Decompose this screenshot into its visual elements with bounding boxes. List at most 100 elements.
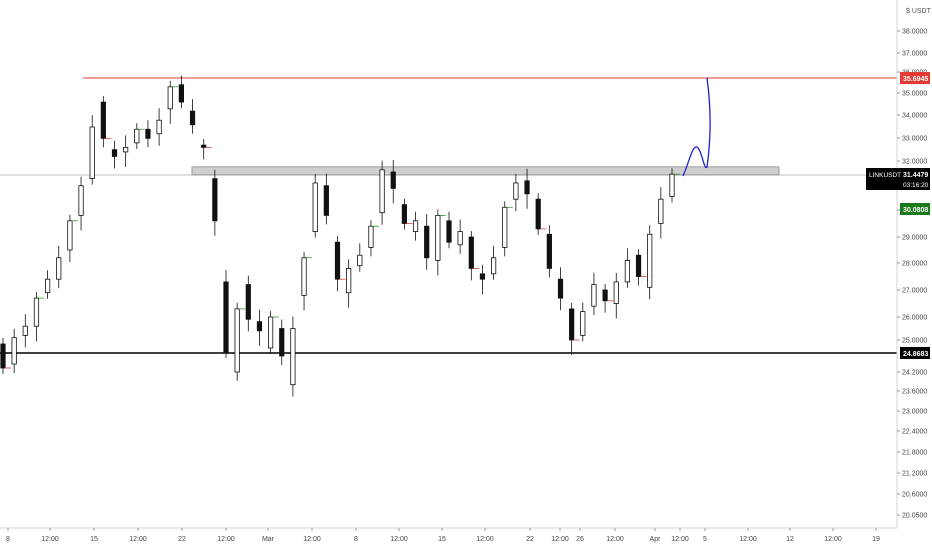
x-tick-label: 12:00 bbox=[217, 536, 235, 543]
candle-body bbox=[513, 182, 519, 200]
y-tick-label: 23.0000 bbox=[902, 409, 927, 416]
candle-body bbox=[390, 171, 396, 189]
x-tick-label: 15 bbox=[90, 536, 98, 543]
x-tick-label: 15 bbox=[438, 536, 446, 543]
candle-body bbox=[479, 273, 486, 280]
current-symbol-label: LINKUSDT bbox=[869, 172, 901, 179]
x-tick-label: 12:00 bbox=[476, 536, 494, 543]
current-price-label: 31.4479 bbox=[903, 172, 928, 179]
currency-label: $ USDT bbox=[906, 8, 932, 15]
candle-body bbox=[613, 281, 619, 304]
candle-body bbox=[212, 178, 218, 222]
y-tick-label: 38.0000 bbox=[902, 29, 927, 36]
y-tick-label: 37.0000 bbox=[902, 51, 927, 58]
candle-body bbox=[457, 231, 463, 246]
time-axis[interactable]: 8 12:00 15 12:00 22 12:00 Mar 12:00 8 12:00 15 12:0… bbox=[0, 527, 897, 543]
range-zone bbox=[191, 166, 780, 176]
candle-body bbox=[56, 257, 62, 280]
candle-body bbox=[401, 204, 408, 224]
candle-body bbox=[167, 86, 173, 110]
candle-body bbox=[267, 316, 274, 349]
candle-body bbox=[368, 225, 374, 248]
y-tick-label: 32.0000 bbox=[902, 159, 927, 166]
x-tick-label: 12:00 bbox=[129, 536, 147, 543]
y-tick-label: 21.8000 bbox=[902, 450, 927, 457]
candle-body bbox=[145, 128, 151, 139]
y-tick-label: 29.0000 bbox=[902, 235, 927, 242]
candle-body bbox=[178, 84, 184, 103]
y-tick-label: 20.6000 bbox=[902, 492, 927, 499]
y-tick-label: 33.0000 bbox=[902, 136, 927, 143]
countdown-label: 03:16:20 bbox=[903, 182, 929, 189]
candle-body bbox=[11, 337, 17, 365]
candle-body bbox=[424, 225, 430, 259]
candle-body bbox=[468, 236, 474, 269]
y-tick-label: 21.2000 bbox=[902, 471, 927, 478]
x-tick-label: 26 bbox=[576, 536, 584, 543]
candle-body bbox=[346, 267, 352, 294]
support-price-label: 24.8683 bbox=[903, 351, 928, 358]
projection-path bbox=[682, 77, 711, 177]
candle-body bbox=[535, 198, 541, 230]
candle-body bbox=[134, 128, 140, 144]
y-tick-label: 28.0000 bbox=[902, 261, 927, 268]
y-tick-label: 34.0000 bbox=[902, 113, 927, 120]
x-tick-label: 5 bbox=[703, 536, 707, 543]
candle-body bbox=[379, 169, 385, 214]
candle-body bbox=[67, 220, 73, 251]
candle-body bbox=[502, 206, 508, 248]
current-price-label-bg bbox=[866, 168, 930, 190]
candle-body bbox=[256, 321, 263, 332]
candles-layer bbox=[0, 75, 680, 397]
candle-body bbox=[334, 241, 341, 280]
y-tick-label: 25.0000 bbox=[902, 338, 927, 345]
y-tick-label: 24.2000 bbox=[902, 370, 927, 377]
x-tick-label: 12:00 bbox=[671, 536, 689, 543]
candle-body bbox=[669, 173, 675, 197]
x-tick-label: 8 bbox=[354, 536, 358, 543]
x-tick-label: 22 bbox=[178, 536, 186, 543]
candle-body bbox=[22, 325, 28, 336]
candle-body bbox=[323, 185, 329, 216]
range-zone-layer bbox=[191, 166, 780, 176]
x-tick-label: 12:00 bbox=[41, 536, 59, 543]
candle-body bbox=[312, 182, 318, 232]
y-tick-label: 20.0500 bbox=[902, 513, 927, 520]
price-labels-layer: 35.6945 30.0808 24.8683 LINKUSDT 31.4479 03:1… bbox=[866, 72, 930, 359]
resistance-price-label-bg bbox=[900, 72, 930, 84]
candle-body bbox=[591, 284, 597, 307]
candle-body bbox=[490, 257, 497, 275]
support-price-label-bg bbox=[900, 347, 930, 359]
candle-body bbox=[580, 311, 586, 336]
resistance-price-label: 35.6945 bbox=[903, 76, 928, 83]
x-tick-label: 12 bbox=[786, 536, 794, 543]
candle-body bbox=[357, 254, 363, 267]
y-tick-label: 23.6000 bbox=[902, 389, 927, 396]
x-tick-label: 12:00 bbox=[551, 536, 569, 543]
candle-body bbox=[234, 308, 240, 373]
candle-body bbox=[245, 284, 251, 320]
x-tick-label: 12:00 bbox=[739, 536, 757, 543]
candle-body bbox=[45, 278, 51, 294]
y-tick-label: 22.4000 bbox=[902, 429, 927, 436]
candle-body bbox=[223, 281, 229, 353]
level-lines-layer bbox=[0, 77, 897, 354]
candle-body bbox=[624, 259, 631, 283]
candle-body bbox=[412, 220, 419, 233]
candle-body bbox=[435, 214, 441, 261]
candle-body bbox=[301, 257, 307, 296]
x-tick-label: 8 bbox=[6, 536, 10, 543]
candle-body bbox=[446, 220, 452, 243]
candle-body bbox=[647, 233, 653, 288]
marker-price-label-bg bbox=[900, 203, 930, 215]
candle-body bbox=[602, 289, 608, 302]
candle-body bbox=[0, 343, 6, 369]
candle-body bbox=[279, 328, 285, 357]
y-tick-label: 26.0000 bbox=[902, 315, 927, 322]
candle-body bbox=[123, 146, 129, 153]
candle-body bbox=[111, 149, 118, 157]
x-tick-label: 22 bbox=[526, 536, 534, 543]
x-tick-label: 12:00 bbox=[824, 536, 842, 543]
